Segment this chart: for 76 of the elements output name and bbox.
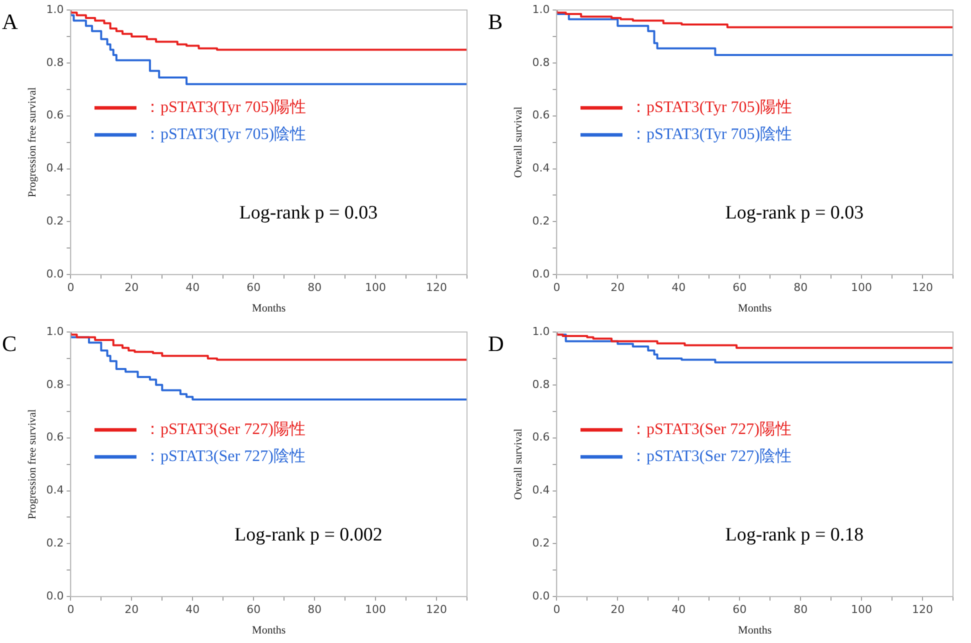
y-axis-title: Progression free survival: [26, 87, 38, 198]
y-tick-label: 1.0: [46, 324, 64, 338]
x-tick-label: 20: [124, 603, 139, 616]
x-tick-label: 100: [851, 603, 872, 616]
y-tick-label: 1.0: [46, 2, 64, 16]
y-tick-label: 0.6: [46, 108, 64, 122]
y-tick-label: 0.4: [46, 162, 64, 175]
x-axis-title: Months: [252, 624, 286, 636]
y-tick-label: 0.4: [532, 484, 550, 497]
x-tick-label: 40: [186, 603, 200, 616]
y-tick-label: 0.0: [532, 267, 550, 280]
y-axis-title: Overall survival: [512, 428, 524, 500]
legend-label: ：pSTAT3(Tyr 705)陰性: [144, 126, 306, 144]
y-tick-label: 0.0: [46, 267, 64, 280]
x-tick-label: 0: [67, 281, 74, 294]
legend-label: ：pSTAT3(Tyr 705)陰性: [630, 126, 792, 144]
y-tick-label: 0.2: [46, 214, 64, 228]
x-tick-label: 20: [124, 281, 139, 294]
x-tick-label: 60: [246, 603, 261, 616]
x-tick-label: 60: [732, 603, 747, 616]
x-tick-label: 40: [672, 281, 686, 294]
x-tick-label: 120: [426, 281, 448, 294]
y-tick-label: 0.0: [46, 589, 64, 602]
x-tick-label: 100: [365, 603, 386, 616]
x-tick-label: 40: [672, 603, 686, 616]
x-tick-label: 80: [308, 603, 322, 616]
x-tick-label: 60: [732, 281, 747, 294]
x-tick-label: 100: [851, 281, 872, 294]
x-tick-label: 80: [794, 281, 808, 294]
annotation: Log-rank p = 0.18: [725, 524, 864, 546]
legend-label: ：pSTAT3(Ser 727)陽性: [630, 421, 792, 438]
y-tick-label: 0.6: [532, 108, 550, 122]
x-tick-label: 120: [912, 281, 934, 294]
y-axis-title: Overall survival: [512, 106, 524, 178]
legend-label: ：pSTAT3(Ser 727)陰性: [630, 448, 792, 466]
annotation: Log-rank p = 0.002: [234, 524, 382, 546]
x-tick-label: 60: [246, 281, 261, 294]
y-tick-label: 0.6: [532, 430, 550, 444]
y-axis-title: Progression free survival: [26, 409, 38, 520]
annotation: Log-rank p = 0.03: [239, 202, 378, 224]
x-tick-label: 20: [610, 281, 625, 294]
y-tick-label: 0.4: [532, 162, 550, 175]
x-tick-label: 120: [912, 603, 934, 616]
x-tick-label: 0: [553, 281, 560, 294]
y-tick-label: 1.0: [532, 2, 550, 16]
y-tick-label: 0.8: [532, 56, 550, 69]
y-tick-label: 0.6: [46, 430, 64, 444]
annotation: Log-rank p = 0.03: [725, 202, 864, 224]
y-tick-label: 0.2: [46, 536, 64, 550]
legend-label: ：pSTAT3(Tyr 705)陽性: [630, 99, 792, 116]
x-tick-label: 40: [186, 281, 200, 294]
legend-label: ：pSTAT3(Tyr 705)陽性: [144, 99, 306, 116]
y-tick-label: 0.8: [46, 378, 64, 391]
chart-title: C: [2, 330, 17, 356]
x-axis-title: Months: [252, 302, 286, 314]
x-axis-title: Months: [738, 624, 772, 636]
x-tick-label: 120: [426, 603, 448, 616]
x-tick-label: 20: [610, 603, 625, 616]
y-tick-label: 0.4: [46, 484, 64, 497]
x-axis-title: Months: [738, 302, 772, 314]
x-tick-label: 100: [365, 281, 386, 294]
y-tick-label: 0.0: [532, 589, 550, 602]
x-tick-label: 80: [794, 603, 808, 616]
y-tick-label: 1.0: [532, 324, 550, 338]
legend-label: ：pSTAT3(Ser 727)陽性: [144, 421, 306, 438]
chart-title: B: [488, 8, 503, 34]
y-tick-label: 0.8: [46, 56, 64, 69]
chart-title: D: [488, 330, 504, 356]
y-tick-label: 0.2: [532, 536, 550, 550]
chart-title: A: [2, 8, 18, 34]
x-tick-label: 0: [553, 603, 560, 616]
y-tick-label: 0.2: [532, 214, 550, 228]
legend-label: ：pSTAT3(Ser 727)陰性: [144, 448, 306, 466]
x-tick-label: 80: [308, 281, 322, 294]
x-tick-label: 0: [67, 603, 74, 616]
y-tick-label: 0.8: [532, 378, 550, 391]
